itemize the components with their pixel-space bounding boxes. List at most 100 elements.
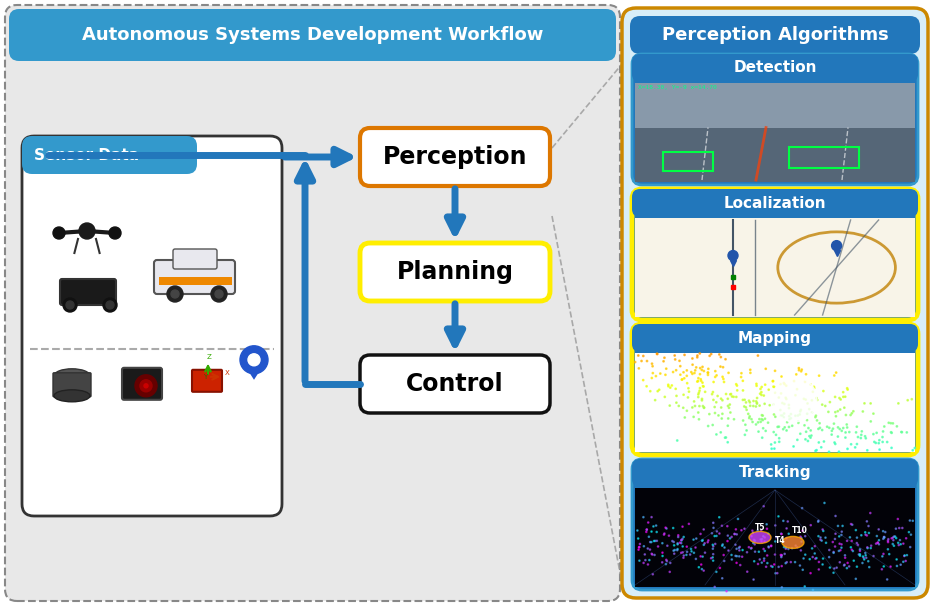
Point	[738, 420, 753, 430]
Point	[708, 366, 723, 376]
Point	[788, 411, 803, 421]
Point	[797, 394, 812, 404]
FancyBboxPatch shape	[632, 459, 918, 487]
Point	[877, 532, 892, 542]
FancyBboxPatch shape	[622, 8, 928, 598]
Point	[761, 418, 776, 427]
Point	[843, 439, 858, 449]
Point	[743, 368, 758, 378]
Point	[851, 540, 866, 550]
Point	[768, 568, 783, 578]
Point	[659, 524, 674, 533]
Point	[695, 378, 710, 387]
Point	[639, 356, 654, 366]
Point	[736, 416, 751, 425]
Point	[673, 370, 688, 379]
Point	[726, 392, 741, 402]
Point	[822, 447, 837, 457]
Point	[712, 528, 727, 538]
Point	[706, 540, 721, 550]
Point	[733, 560, 748, 570]
Point	[825, 430, 840, 439]
Point	[795, 526, 810, 536]
Point	[744, 415, 759, 424]
Point	[659, 364, 674, 373]
Point	[645, 550, 660, 559]
Point	[666, 546, 681, 556]
Point	[675, 522, 690, 531]
Point	[675, 534, 690, 544]
Point	[755, 415, 770, 425]
Point	[826, 564, 841, 573]
Bar	[789, 147, 859, 168]
Point	[826, 424, 841, 433]
Point	[878, 527, 893, 537]
Point	[899, 428, 914, 438]
Point	[881, 544, 896, 554]
Point	[681, 387, 696, 396]
Point	[875, 437, 890, 447]
Point	[779, 524, 794, 533]
Point	[764, 444, 779, 453]
Point	[734, 372, 749, 382]
Point	[728, 540, 743, 550]
Point	[696, 540, 711, 550]
Point	[757, 537, 772, 547]
Point	[776, 378, 791, 388]
Point	[876, 562, 891, 571]
Point	[755, 531, 770, 541]
Point	[825, 426, 840, 436]
Point	[822, 545, 837, 555]
Point	[833, 405, 848, 415]
Point	[781, 517, 796, 527]
Point	[680, 542, 695, 551]
Point	[756, 391, 771, 401]
Point	[645, 368, 660, 378]
Point	[690, 377, 705, 387]
Point	[789, 370, 804, 379]
Point	[654, 558, 669, 567]
Point	[657, 528, 672, 538]
Point	[830, 407, 845, 416]
Point	[753, 417, 768, 427]
Point	[735, 545, 750, 555]
Point	[860, 543, 875, 553]
Point	[855, 427, 870, 436]
Point	[857, 431, 872, 441]
Point	[854, 530, 869, 540]
Point	[736, 376, 751, 385]
Point	[747, 536, 762, 545]
Point	[863, 508, 878, 518]
Point	[854, 433, 869, 443]
Point	[757, 533, 772, 542]
Point	[724, 550, 739, 560]
Point	[715, 409, 730, 419]
Point	[875, 551, 890, 561]
Point	[775, 398, 790, 408]
Point	[696, 366, 711, 376]
Point	[754, 433, 769, 442]
Point	[709, 531, 724, 541]
Point	[681, 519, 696, 528]
Point	[827, 438, 842, 447]
Point	[779, 395, 794, 404]
Point	[782, 422, 797, 432]
Point	[840, 384, 855, 393]
Bar	[159, 277, 232, 285]
Point	[896, 539, 911, 548]
Point	[798, 370, 813, 379]
Point	[709, 398, 724, 407]
Point	[861, 556, 876, 566]
Point	[844, 536, 859, 546]
Point	[802, 404, 817, 414]
Point	[857, 548, 872, 558]
Point	[754, 390, 769, 400]
Point	[726, 415, 741, 424]
Point	[768, 430, 783, 440]
Point	[832, 558, 847, 567]
Point	[675, 375, 690, 384]
Point	[804, 396, 819, 405]
Point	[814, 400, 829, 410]
Circle shape	[240, 346, 268, 374]
Text: Perception Algorithms: Perception Algorithms	[662, 26, 888, 44]
